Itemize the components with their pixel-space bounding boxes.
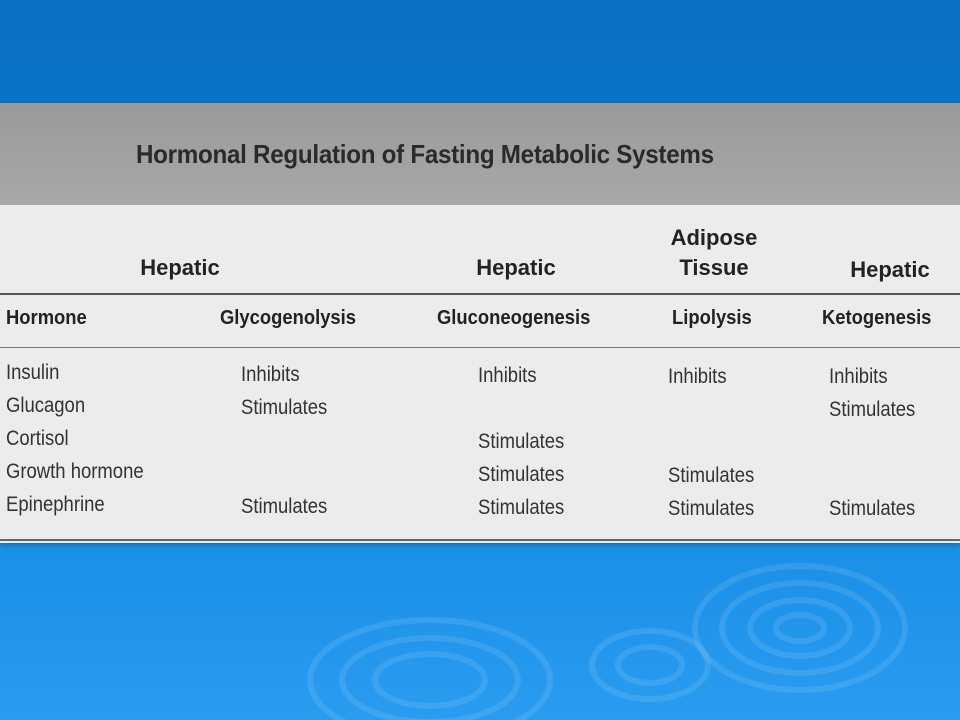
hormone-cell: Epinephrine: [6, 493, 105, 516]
table-bottom-rule: [0, 539, 960, 541]
glycogenolysis-cell: Inhibits: [241, 363, 300, 386]
ketogenesis-cell: Inhibits: [829, 365, 888, 388]
ketogenesis-cell: Stimulates: [829, 398, 916, 421]
group-header-hepatic-3: Hepatic: [830, 255, 950, 285]
table-title: Hormonal Regulation of Fasting Metabolic…: [136, 139, 714, 169]
header-bottom-rule: [0, 347, 960, 348]
column-header-ketogenesis: Ketogenesis: [822, 307, 932, 329]
gluconeogenesis-cell: Stimulates: [478, 496, 565, 519]
column-header-lipolysis: Lipolysis: [672, 307, 752, 329]
group-header-label-line2: Tissue: [679, 255, 749, 280]
group-header-label: Hepatic: [140, 255, 220, 280]
column-header-gluconeogenesis: Gluconeogenesis: [437, 307, 591, 329]
header-top-rule: [0, 293, 960, 295]
hormone-cell: Cortisol: [6, 427, 69, 450]
gluconeogenesis-cell: Stimulates: [478, 463, 565, 486]
column-header-hormone: Hormone: [6, 307, 87, 329]
lipolysis-cell: Inhibits: [668, 365, 727, 388]
gluconeogenesis-cell: Stimulates: [478, 430, 565, 453]
hormone-cell: Insulin: [6, 361, 60, 384]
group-header-label: Hepatic: [850, 257, 930, 282]
lipolysis-cell: Stimulates: [668, 497, 755, 520]
gluconeogenesis-cell: Inhibits: [478, 364, 537, 387]
hormone-cell: Growth hormone: [6, 460, 144, 483]
group-header-label: Hepatic: [476, 255, 556, 280]
group-header-hepatic-1: Hepatic: [120, 253, 240, 283]
title-band: Hormonal Regulation of Fasting Metabolic…: [0, 103, 960, 205]
group-header-adipose-tissue: Adipose Tissue: [654, 223, 774, 283]
group-header-label-line1: Adipose: [670, 225, 758, 250]
group-header-hepatic-2: Hepatic: [456, 253, 576, 283]
column-header-glycogenolysis: Glycogenolysis: [220, 307, 357, 329]
ketogenesis-cell: Stimulates: [829, 497, 916, 520]
lipolysis-cell: Stimulates: [668, 464, 755, 487]
glycogenolysis-cell: Stimulates: [241, 396, 328, 419]
glycogenolysis-cell: Stimulates: [241, 495, 328, 518]
hormone-cell: Glucagon: [6, 394, 86, 417]
metabolic-regulation-table: Hormonal Regulation of Fasting Metabolic…: [0, 103, 960, 543]
